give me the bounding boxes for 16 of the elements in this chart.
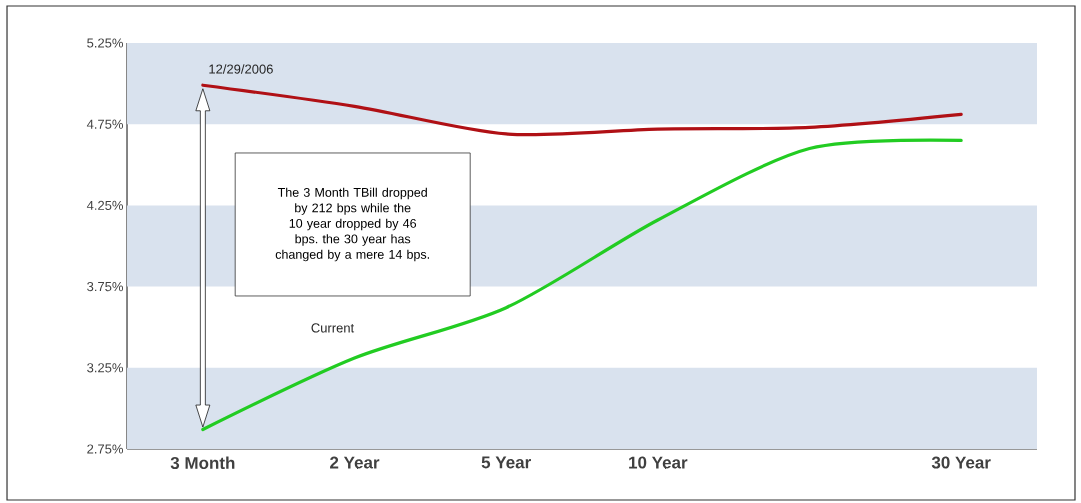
y-tick-label: 4.75% [86,119,124,129]
line-series [201,138,963,432]
x-tick-label: 3 Month [170,456,235,470]
x-tick-label: 30 Year [931,456,991,469]
y-tick-label: 4.25% [86,200,124,210]
y-tick-label: 3.75% [87,281,124,292]
series-label: Current [311,323,355,333]
y-tick-label: 2.75% [87,444,124,454]
y-tick-label: 3.25% [87,363,124,373]
series-label: 12/29/2006 [209,64,273,74]
x-tick-label: 2 Year [330,456,380,469]
line-series [201,83,963,137]
y-tick-label: 5.25% [87,38,124,48]
annotation: The 3 Month TBill dropped by 212 bps while the 10 year dropped by 46 bps. the 30 year has changed by a mere 14 bps. [275,187,429,262]
x-tick-label: 5 Year [481,456,531,469]
x-tick-label: 10 Year [629,456,688,469]
